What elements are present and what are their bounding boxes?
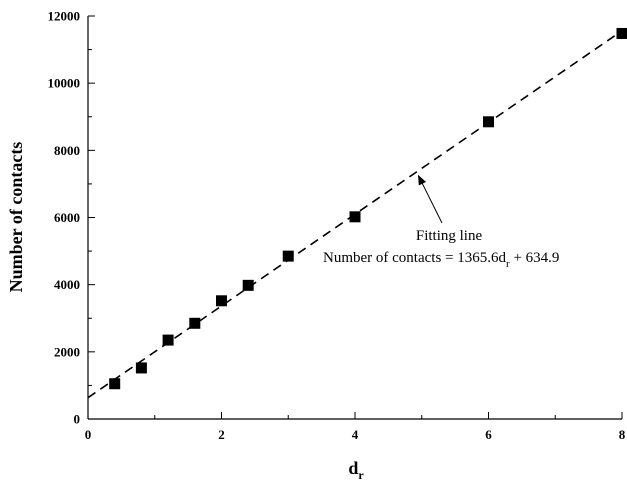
data-point: [189, 317, 201, 329]
data-point: [162, 334, 174, 346]
data-points: [109, 27, 627, 390]
x-axis-title: dr: [348, 458, 364, 482]
y-tick-label: 10000: [48, 76, 81, 91]
x-axis-title-main: d: [348, 458, 358, 478]
axes: [87, 15, 623, 420]
y-tick-label: 6000: [54, 210, 80, 225]
x-tick-label: 6: [485, 427, 492, 442]
fit-annotation-arrow: [417, 174, 443, 224]
fit-equation-main: Number of contacts = 1365.6d: [323, 250, 507, 266]
data-point: [349, 211, 361, 223]
fit-equation-suffix: + 634.9: [510, 250, 560, 266]
data-point: [109, 378, 121, 390]
x-tick-label: 4: [352, 427, 359, 442]
y-tick-label: 4000: [54, 277, 80, 292]
x-tick-label: 2: [218, 427, 225, 442]
x-tick-label: 8: [619, 427, 626, 442]
y-tick-label: 8000: [54, 143, 80, 158]
data-point: [282, 250, 294, 262]
fit-annotation-title: Fitting line: [416, 228, 483, 244]
x-axis-title-subscript: r: [358, 468, 364, 482]
data-point: [483, 116, 494, 128]
y-tick-label: 0: [74, 412, 81, 427]
x-tick-label: 0: [85, 427, 92, 442]
fit-equation-subscript: r: [506, 258, 510, 270]
y-axis-title: Number of contacts: [6, 142, 26, 293]
fit-annotation-equation: Number of contacts = 1365.6dr + 634.9: [323, 250, 559, 270]
y-tick-label: 2000: [54, 344, 80, 359]
data-point: [616, 27, 627, 39]
y-tick-label: 12000: [48, 9, 81, 24]
tick-labels: 0 2 4 6 8 0 2000 4000 6000 8000 10000 12000: [48, 9, 626, 443]
data-point: [242, 279, 254, 291]
data-point: [135, 362, 147, 374]
data-point: [216, 295, 227, 307]
